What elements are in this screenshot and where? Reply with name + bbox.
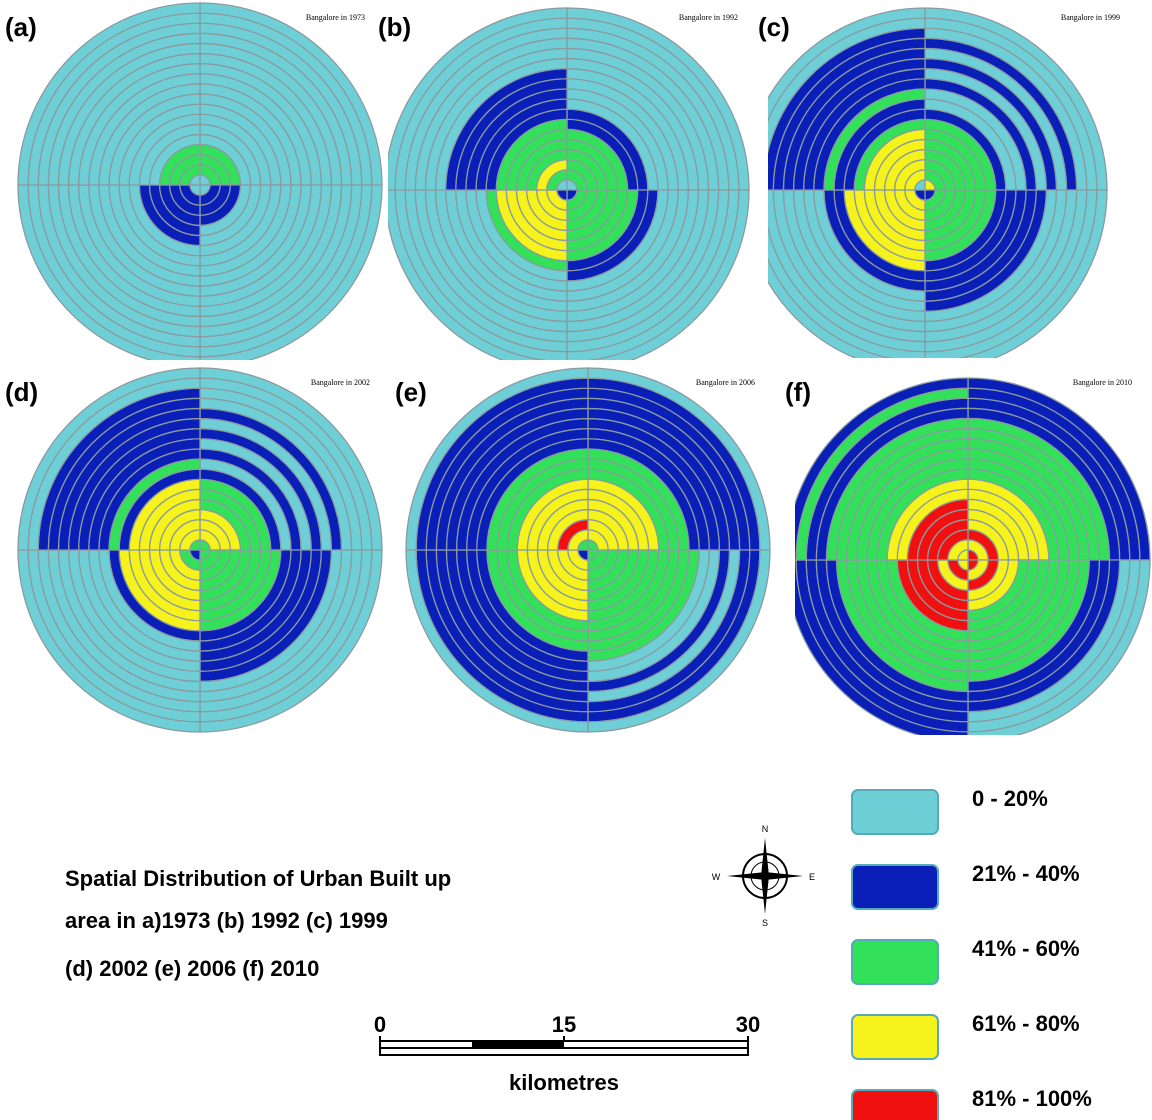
ring-sector — [587, 189, 750, 360]
map-panel — [17, 367, 383, 733]
legend-swatch — [851, 789, 939, 835]
compass-letter: N — [762, 824, 769, 834]
legend-label: 0 - 20% — [972, 786, 1048, 811]
legend-label: 61% - 80% — [972, 1011, 1080, 1036]
legend-swatch — [851, 864, 939, 910]
compass-letter: S — [762, 918, 768, 928]
ring-sector — [768, 258, 892, 358]
ring-sector — [795, 559, 969, 735]
panel-label: (f) — [785, 377, 811, 407]
scale-tick-label: 0 — [374, 1012, 386, 1037]
compass — [727, 838, 803, 914]
compass-letter: E — [809, 872, 815, 882]
map-panel — [388, 7, 750, 360]
legend-label: 41% - 60% — [972, 936, 1080, 961]
panel-title: Bangalore in 1973 — [306, 13, 365, 22]
panel-title: Bangalore in 1999 — [1061, 13, 1120, 22]
scale-unit: kilometres — [509, 1070, 619, 1095]
scale-bar-fill — [472, 1041, 564, 1048]
compass-center — [760, 871, 770, 881]
ring-sector — [388, 7, 568, 191]
panel-title: Bangalore in 1992 — [679, 13, 738, 22]
map-panel — [17, 2, 383, 360]
map-panel — [405, 367, 771, 733]
caption-line: area in a)1973 (b) 1992 (c) 1999 — [65, 908, 388, 933]
panel-label: (b) — [378, 12, 411, 42]
ring-sector — [795, 377, 969, 561]
scale-tick-label: 30 — [736, 1012, 760, 1037]
panel-label: (e) — [395, 377, 427, 407]
panel-label: (a) — [5, 12, 37, 42]
ring-sector — [405, 367, 589, 551]
legend-swatch — [851, 1014, 939, 1060]
compass-letter: W — [712, 872, 721, 882]
legend-label: 21% - 40% — [972, 861, 1080, 886]
panel-title: Bangalore in 2006 — [696, 378, 755, 387]
map-panel — [795, 377, 1151, 735]
ring-sector — [199, 184, 383, 360]
legend-swatch — [851, 939, 939, 985]
map-panel — [768, 7, 1108, 358]
panel-title: Bangalore in 2010 — [1073, 378, 1132, 387]
caption-line: (d) 2002 (e) 2006 (f) 2010 — [65, 956, 319, 981]
ring-sector — [967, 559, 1151, 735]
panel-label: (d) — [5, 377, 38, 407]
legend-swatch — [851, 1089, 939, 1120]
scale-tick-label: 15 — [552, 1012, 576, 1037]
ring-sector — [958, 189, 1108, 358]
panel-title: Bangalore in 2002 — [311, 378, 370, 387]
ring-sector — [17, 367, 201, 551]
legend-label: 81% - 100% — [972, 1086, 1092, 1111]
caption-line: Spatial Distribution of Urban Built up — [65, 866, 451, 891]
panel-label: (c) — [758, 12, 790, 42]
ring-sector — [768, 7, 926, 122]
ring-sector — [17, 2, 201, 186]
